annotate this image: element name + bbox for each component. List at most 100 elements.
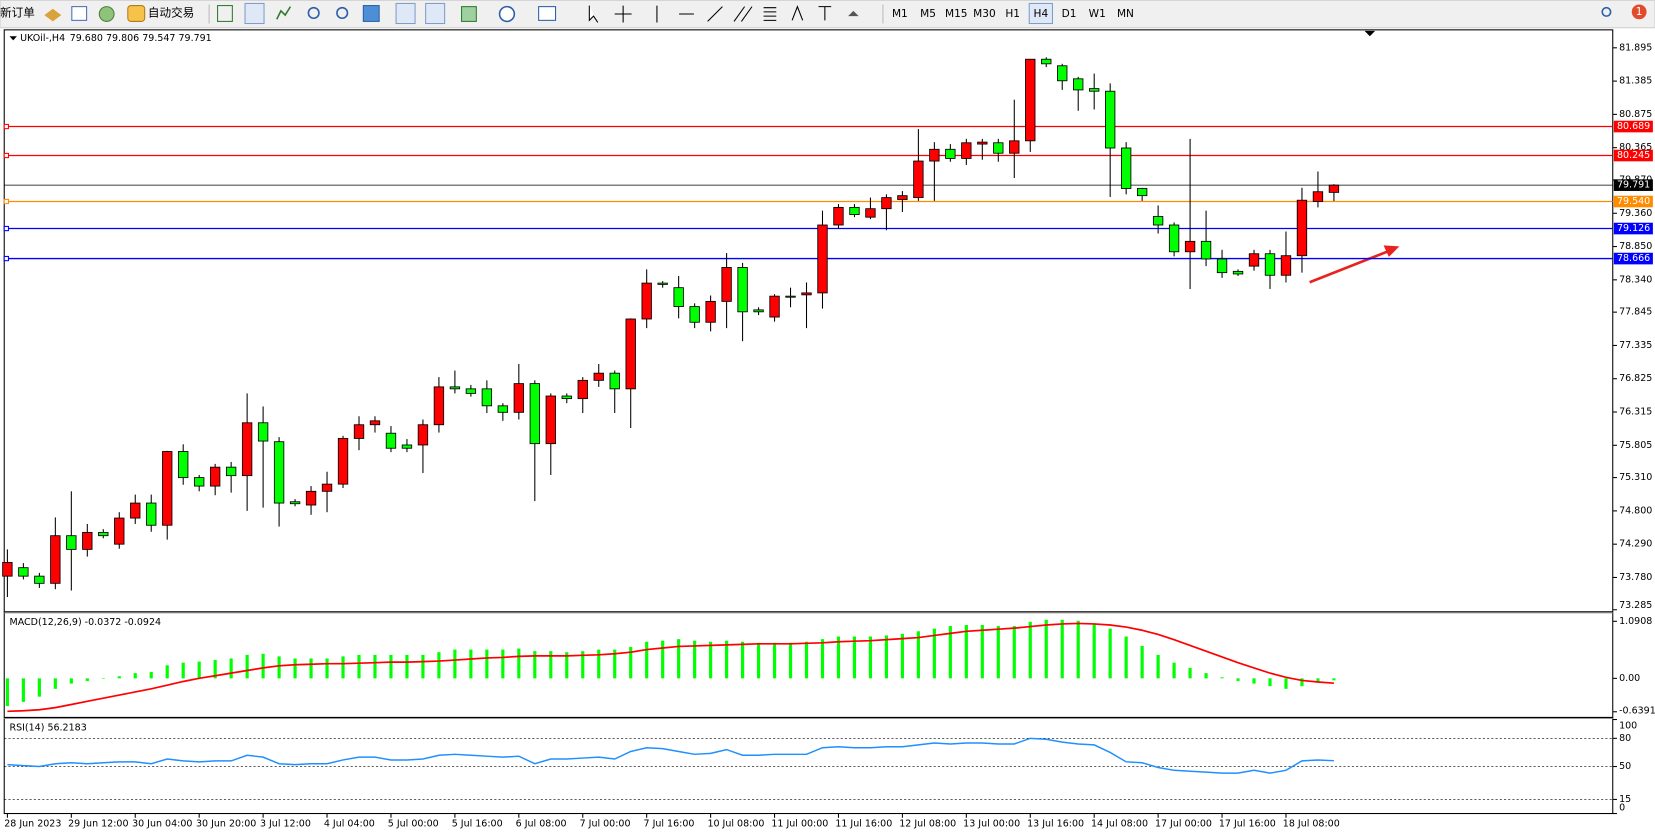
candle-body (209, 466, 221, 487)
macd-bar (213, 660, 217, 679)
y-tick-label: -0.6391 (1619, 706, 1655, 717)
search-icon[interactable] (1601, 6, 1612, 17)
x-tick-label: 13 Jul 16:00 (1027, 819, 1084, 830)
timeframe-button[interactable]: MN (1117, 8, 1134, 20)
macd-bar (325, 658, 329, 679)
icon[interactable] (217, 5, 233, 22)
candle-body (849, 206, 860, 215)
new-order-button[interactable]: 新订单 (0, 5, 35, 19)
auto-trading-icon[interactable] (127, 5, 146, 22)
macd-bar (181, 662, 185, 679)
macd-bar (21, 678, 25, 702)
macd-bar (932, 628, 936, 679)
candle-body (1104, 90, 1116, 149)
timeframe-button[interactable]: M1 (892, 8, 908, 20)
x-tick-label: 4 Jul 04:00 (324, 819, 375, 830)
icon[interactable] (276, 6, 292, 20)
line-marker (3, 123, 9, 130)
macd-bar (1028, 621, 1032, 679)
chart-shift-marker (1364, 30, 1376, 37)
candle-body (146, 502, 157, 526)
icon[interactable] (98, 6, 115, 22)
y-tick-label: 76.825 (1619, 373, 1652, 384)
candle-body (130, 502, 141, 519)
candle-body (641, 282, 652, 320)
candle-body (1136, 188, 1148, 197)
auto-trading-button[interactable]: 自动交易 (148, 5, 194, 19)
y-tick-label: 77.845 (1619, 307, 1652, 318)
macd-bar (804, 641, 809, 679)
macd-bar (117, 676, 121, 679)
y-tick-label: 1.0908 (1619, 616, 1652, 627)
candle-body (1168, 224, 1180, 253)
icon[interactable] (614, 5, 632, 23)
macd-bar (197, 661, 201, 679)
line-price-box (1613, 222, 1653, 235)
icon[interactable] (656, 5, 723, 23)
candle-body (1057, 65, 1068, 82)
macd-bar (469, 649, 473, 679)
timeframe-button[interactable]: M30 (973, 8, 996, 20)
icon[interactable] (425, 2, 446, 25)
macd-bar (629, 646, 633, 679)
candle-body (225, 466, 237, 477)
candle-body (1328, 184, 1340, 193)
icon[interactable] (307, 6, 320, 20)
macd-bar (868, 636, 873, 679)
y-tick-label: 77.335 (1619, 340, 1652, 351)
macd-bar (1076, 620, 1080, 679)
macd-bar (756, 642, 761, 679)
icon[interactable] (791, 5, 832, 21)
x-tick-label: 17 Jul 16:00 (1219, 819, 1276, 830)
candle-body (18, 567, 29, 577)
timeframe-button[interactable]: H1 (1005, 8, 1020, 20)
icon[interactable] (336, 6, 349, 20)
icon[interactable] (395, 2, 416, 25)
candle-body (929, 148, 940, 162)
icon[interactable] (244, 2, 265, 25)
macd-bar (421, 654, 425, 679)
candle-body (1009, 140, 1020, 154)
y-tick-label: 74.290 (1619, 539, 1652, 550)
macd-bar (613, 649, 617, 679)
icon[interactable] (848, 10, 859, 17)
alerts-count[interactable]: 1 (1636, 6, 1643, 18)
timeframe-button[interactable]: D1 (1062, 8, 1077, 20)
icon[interactable] (588, 5, 599, 23)
macd-bar (709, 641, 713, 679)
timeframe-button[interactable]: W1 (1089, 8, 1106, 20)
macd-bar (996, 626, 1000, 679)
timeframe-button[interactable]: H4 (1034, 8, 1049, 20)
x-tick-label: 7 Jul 16:00 (644, 819, 695, 830)
y-tick-label: 50 (1619, 761, 1631, 772)
timeframe-button[interactable]: M15 (945, 8, 968, 20)
macd-bar (501, 649, 505, 679)
timeframe-group: M1 M5 M15 M30 H1 H4 D1 W1 MN (892, 2, 1134, 25)
macd-bar (1316, 678, 1320, 683)
timeframe-button[interactable]: M5 (920, 8, 936, 20)
line-price-label: 79.126 (1617, 223, 1650, 234)
macd-bar (229, 658, 233, 679)
icon[interactable] (538, 6, 557, 21)
candle-body (1120, 147, 1132, 189)
active-timeframe (1028, 2, 1053, 25)
macd-bar (948, 626, 952, 679)
icon[interactable] (71, 6, 88, 21)
candle-body (721, 267, 732, 302)
candle-body (1184, 240, 1196, 253)
icon[interactable] (461, 6, 477, 22)
icon[interactable] (362, 5, 380, 22)
candle-body (1089, 88, 1100, 92)
annotation-arrowhead (1383, 245, 1400, 257)
icon[interactable] (498, 5, 516, 23)
x-tick-label: 5 Jul 00:00 (388, 819, 439, 830)
macd-bar (693, 640, 697, 679)
macd-bar (293, 658, 297, 679)
x-tick-label: 30 Jun 20:00 (196, 819, 256, 830)
bid-price-box (1613, 179, 1653, 191)
icon[interactable] (763, 7, 777, 21)
alerts-badge[interactable] (1631, 4, 1647, 20)
y-tick-label: 100 (1619, 720, 1637, 731)
line-price-box (1613, 149, 1653, 162)
icon[interactable] (733, 6, 753, 22)
